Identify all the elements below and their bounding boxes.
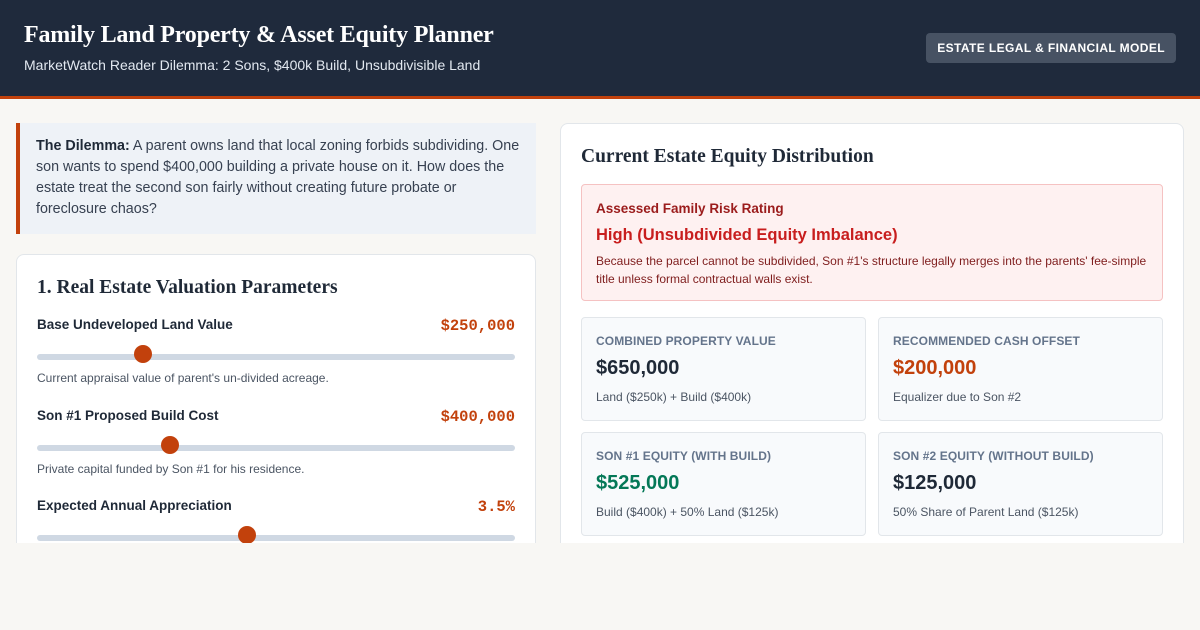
param-label: Base Undeveloped Land Value	[37, 317, 233, 332]
stat-label: Recommended Cash Offset	[893, 334, 1080, 348]
model-badge: ESTATE LEGAL & FINANCIAL MODEL	[926, 33, 1176, 63]
stat-sub: 50% Share of Parent Land ($125k)	[893, 505, 1079, 519]
distribution-title: Current Estate Equity Distribution	[581, 146, 874, 167]
valuation-title: 1. Real Estate Valuation Parameters	[37, 277, 338, 298]
stat-sub: Land ($250k) + Build ($400k)	[596, 390, 752, 404]
valuation-card: 1. Real Estate Valuation Parameters Base…	[16, 254, 536, 543]
appreciation-slider[interactable]	[37, 535, 515, 541]
risk-label: Assessed Family Risk Rating	[596, 201, 784, 216]
param-value: $250,000	[440, 317, 515, 335]
risk-rating: High (Unsubdivided Equity Imbalance)	[596, 226, 898, 244]
build-cost-slider[interactable]	[37, 445, 515, 451]
content-viewport[interactable]: The Dilemma: A parent owns land that loc…	[0, 99, 1200, 543]
stat-sub: Equalizer due to Son #2	[893, 390, 1022, 404]
risk-rating-alert: Assessed Family Risk Rating High (Unsubd…	[581, 184, 1163, 301]
stat-value: $525,000	[596, 472, 680, 494]
param-label: Son #1 Proposed Build Cost	[37, 408, 219, 423]
param-value: 3.5%	[477, 498, 515, 516]
stat-combined-value: Combined Property Value $650,000 Land ($…	[581, 317, 866, 421]
stat-label: Combined Property Value	[596, 334, 776, 348]
stat-value: $650,000	[596, 357, 680, 379]
stat-value: $125,000	[893, 472, 977, 494]
param-help: Private capital funded by Son #1 for his…	[37, 462, 305, 476]
stat-label: Son #1 Equity (With Build)	[596, 449, 772, 463]
page-title: Family Land Property & Asset Equity Plan…	[24, 22, 494, 48]
risk-explanation: Because the parcel cannot be subdivided,…	[596, 254, 1147, 286]
land-value-slider[interactable]	[37, 354, 515, 360]
param-value: $400,000	[440, 408, 515, 426]
land-value-slider-thumb[interactable]	[134, 345, 153, 363]
stat-cash-offset: Recommended Cash Offset $200,000 Equaliz…	[878, 317, 1163, 421]
appreciation-slider-thumb[interactable]	[238, 526, 257, 543]
dilemma-text: A parent owns land that local zoning for…	[36, 138, 520, 217]
dilemma-callout: The Dilemma: A parent owns land that loc…	[16, 123, 536, 234]
stat-son1-equity: Son #1 Equity (With Build) $525,000 Buil…	[581, 432, 866, 536]
app-header: Family Land Property & Asset Equity Plan…	[0, 0, 1200, 99]
stat-value: $200,000	[893, 357, 977, 379]
build-cost-slider-thumb[interactable]	[161, 436, 180, 454]
stat-label: Son #2 Equity (Without Build)	[893, 449, 1094, 463]
stat-son2-equity: Son #2 Equity (Without Build) $125,000 5…	[878, 432, 1163, 536]
stat-sub: Build ($400k) + 50% Land ($125k)	[596, 505, 779, 519]
page-subtitle: MarketWatch Reader Dilemma: 2 Sons, $400…	[24, 57, 481, 73]
param-label: Expected Annual Appreciation	[37, 498, 232, 513]
dilemma-label: The Dilemma:	[36, 138, 130, 154]
distribution-card: Current Estate Equity Distribution Asses…	[560, 123, 1184, 543]
param-help: Current appraisal value of parent's un-d…	[37, 371, 329, 385]
